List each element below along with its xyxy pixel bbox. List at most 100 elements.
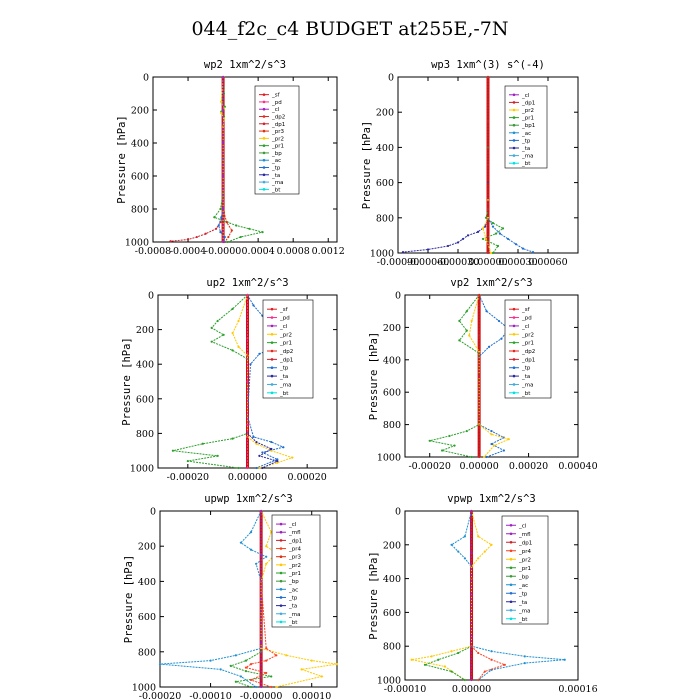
series-point: [486, 216, 490, 219]
chart-panel-2: wp3 1xm^(3) s^(-4) Pressure [hPa] 0 200 400 6…: [361, 59, 579, 268]
legend-box: [504, 299, 552, 399]
legend-marker: [509, 591, 513, 595]
chart-panel-5: upwp 1xm^2/s^3 Pressure [hPa] 0 200 400 600 80…: [123, 493, 339, 700]
series-point: [497, 319, 501, 323]
y-tick-label: 200: [376, 108, 394, 119]
series-point: [457, 651, 460, 655]
panel-title: vp2 1xm^2/s^3: [450, 277, 532, 289]
series-point: [260, 553, 263, 557]
legend-marker: [512, 324, 516, 328]
series-point: [231, 331, 234, 335]
x-tick-label: 0.00010: [292, 691, 331, 700]
legend-marker: [279, 596, 283, 599]
legend-label: _cl: [521, 93, 530, 99]
legend-marker: [509, 600, 513, 604]
series-point: [477, 678, 480, 682]
legend-label: _mfl: [288, 530, 301, 536]
series-point: [477, 651, 480, 655]
series-point: [514, 243, 518, 246]
series-point: [501, 227, 505, 230]
y-axis-label: Pressure [hPa]: [361, 121, 373, 210]
legend-label: _pr3: [288, 555, 302, 561]
legend-marker: [262, 122, 266, 126]
series-line-pr4: [471, 511, 507, 681]
series-point: [494, 232, 498, 235]
legend-label: _cl: [521, 324, 530, 330]
series-point: [523, 662, 526, 665]
y-tick-label: 0: [395, 507, 401, 518]
legend-marker: [512, 358, 516, 361]
legend-label: _cl: [279, 324, 288, 330]
legend-marker: [512, 146, 516, 150]
legend-label: _cl: [271, 107, 280, 113]
legend-label: _ma: [521, 154, 533, 160]
x-tick-label: -0.00060: [407, 257, 450, 268]
series-point: [220, 216, 223, 219]
legend-label: _bp: [271, 151, 282, 157]
series-point: [450, 543, 453, 546]
y-tick-label: 400: [131, 139, 149, 150]
series-line-pr2: [232, 294, 294, 469]
series-point: [457, 550, 460, 553]
series-point: [246, 337, 249, 340]
plot-frame: [159, 510, 338, 688]
series-point: [500, 337, 503, 340]
series-point: [221, 174, 225, 178]
series-point: [466, 234, 470, 237]
x-tick-label: 0.00000: [228, 472, 267, 483]
series-line-pr4: [244, 511, 278, 688]
series-point: [226, 240, 229, 244]
legend-marker: [279, 620, 283, 624]
legend-label: _pr1: [279, 341, 292, 347]
legend-label: _dp1: [518, 540, 532, 546]
series-point: [489, 251, 493, 255]
legend-label: _pr1: [518, 566, 531, 572]
y-tick-label: 600: [138, 612, 156, 623]
legend-label: _pr2: [288, 563, 301, 569]
series-point: [470, 509, 473, 513]
legend-marker: [270, 358, 274, 361]
series-point: [486, 251, 490, 255]
legend-marker: [262, 137, 266, 140]
legend-label: _dp1: [279, 357, 293, 363]
legend-marker: [512, 316, 516, 319]
y-axis-label: Pressure [hPa]: [121, 337, 133, 426]
legend-label: _pd: [271, 100, 282, 106]
series-point: [217, 224, 220, 227]
series-point: [216, 454, 219, 457]
series-point: [450, 670, 453, 673]
series-point: [169, 240, 172, 243]
legend-label: _dp2: [271, 115, 285, 121]
series-point: [265, 671, 268, 675]
x-tick-label: 0.00020: [509, 461, 548, 472]
series-point: [484, 216, 488, 219]
legend-label: _pd: [279, 316, 290, 322]
legend-marker: [270, 307, 274, 311]
legend-label: _ta: [521, 374, 530, 380]
series-point: [244, 670, 248, 673]
legend-marker: [509, 583, 513, 587]
series-point: [428, 439, 431, 442]
series-point: [261, 451, 264, 454]
series-point: [186, 238, 190, 241]
legend-marker: [270, 349, 274, 353]
series-point: [204, 232, 207, 235]
series-point: [230, 229, 233, 232]
series-point: [223, 105, 226, 108]
series-point: [310, 659, 313, 662]
series-point: [463, 557, 466, 560]
series-point: [258, 352, 261, 355]
series-point: [249, 363, 252, 366]
x-tick-label: -0.0004: [170, 246, 206, 257]
y-axis-label: Pressure [hPa]: [368, 551, 380, 640]
series-line-pr2: [468, 294, 511, 458]
x-tick-label: -0.00030: [437, 257, 480, 268]
y-tick-label: 200: [383, 540, 401, 551]
legend-label: _dp1: [288, 538, 302, 544]
legend-marker: [512, 139, 516, 142]
series-point: [227, 235, 230, 239]
series-point: [486, 119, 490, 123]
legend-label: _ma: [288, 612, 300, 618]
series-point: [276, 459, 279, 463]
plot-frame: [404, 294, 579, 458]
